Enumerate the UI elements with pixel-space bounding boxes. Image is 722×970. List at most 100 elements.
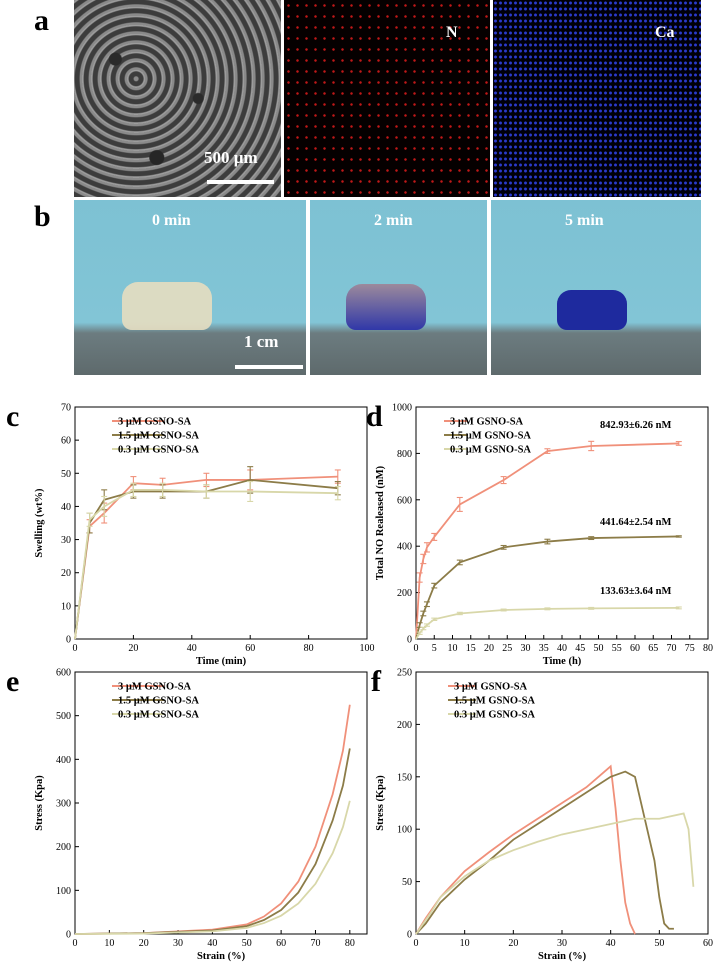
series-line (415, 812, 695, 935)
sem-scale-bar (207, 180, 274, 184)
x-tick-label: 0 (73, 938, 78, 949)
x-tick-label: 0 (414, 938, 419, 949)
x-axis-title: Strain (%) (538, 951, 587, 962)
x-tick-label: 5 (432, 643, 437, 654)
x-axis-title: Time (min) (196, 656, 247, 667)
plot-frame (74, 406, 368, 640)
series-line (74, 488, 338, 640)
y-tick-label: 50 (402, 877, 412, 888)
photo-2min: 2 min (310, 200, 487, 375)
x-tick-label: 40 (606, 938, 616, 949)
y-tick-label: 0 (66, 930, 71, 941)
x-tick-label: 40 (187, 643, 197, 654)
y-tick-label: 600 (397, 495, 412, 506)
x-tick-label: 50 (654, 938, 664, 949)
value-annotation: 441.64±2.54 nM (600, 517, 671, 528)
y-tick-label: 150 (397, 772, 412, 783)
series-line (415, 535, 679, 640)
x-tick-label: 50 (242, 938, 252, 949)
x-tick-label: 20 (128, 643, 138, 654)
series-line (415, 764, 636, 935)
y-axis-title: Total NO Realeased (nM) (375, 465, 386, 580)
y-axis-title: Stress (Kpa) (375, 775, 386, 831)
legend-label: 0.3 µM GSNO-SA (454, 710, 535, 721)
x-tick-label: 30 (173, 938, 183, 949)
chart-swelling: 0 20 40 60 80 100 0 10 20 30 40 50 60 70 Time (min) Swe… (34, 403, 375, 668)
legend-label: 0.3 µM GSNO-SA (450, 445, 531, 456)
legend-label: 1.5 µM GSNO-SA (118, 696, 199, 707)
photo-scale-bar (235, 365, 303, 369)
legend-label: 3 µM GSNO-SA (454, 682, 528, 693)
x-tick-label: 100 (360, 643, 375, 654)
eds-ca-label: Ca (655, 24, 675, 41)
y-tick-label: 500 (56, 711, 71, 722)
x-tick-label: 55 (612, 643, 622, 654)
hydrogel-partial (346, 284, 426, 330)
y-tick-label: 1000 (392, 403, 412, 414)
chart-stress-strain-e: 0 10 20 30 40 50 60 70 80 0 100 200 300 400 500 600 Stra… (34, 668, 368, 962)
x-axis-title: Time (h) (543, 656, 582, 667)
series-line (415, 770, 674, 935)
y-axis-title: Swelling (wt%) (34, 488, 45, 558)
time-label-5min: 5 min (565, 212, 604, 229)
x-tick-label: 80 (345, 938, 355, 949)
x-tick-label: 40 (557, 643, 567, 654)
legend-label: 3 µM GSNO-SA (118, 682, 192, 693)
x-tick-label: 60 (276, 938, 286, 949)
legend-label: 1.5 µM GSNO-SA (450, 431, 531, 442)
panel-letter-c: c (6, 400, 20, 433)
x-tick-label: 60 (630, 643, 640, 654)
y-tick-label: 100 (397, 825, 412, 836)
time-label-2min: 2 min (374, 212, 413, 229)
x-tick-label: 10 (104, 938, 114, 949)
y-tick-label: 250 (397, 668, 412, 679)
legend-label: 3 µM GSNO-SA (118, 417, 192, 428)
x-tick-label: 60 (245, 643, 255, 654)
hydrogel-blue (557, 290, 627, 330)
x-tick-label: 20 (508, 938, 518, 949)
x-axis-title: Strain (%) (197, 951, 246, 962)
value-annotation: 133.63±3.64 nM (600, 586, 671, 597)
sem-scale-label: 500 µm (204, 148, 258, 167)
series-line (74, 475, 338, 640)
x-tick-label: 80 (304, 643, 314, 654)
x-tick-label: 0 (414, 643, 419, 654)
eds-ca-map: Ca (493, 0, 701, 197)
y-tick-label: 200 (56, 842, 71, 853)
series-line (74, 748, 351, 935)
y-tick-label: 300 (56, 799, 71, 810)
y-tick-label: 60 (61, 436, 71, 447)
time-label-0min: 0 min (152, 212, 191, 229)
chart-stress-strain-f: 0 10 20 30 40 50 60 0 50 100 150 200 250 Strain (%) St… (375, 668, 713, 963)
y-tick-label: 100 (56, 886, 71, 897)
y-tick-label: 0 (407, 930, 412, 941)
value-annotation: 842.93±6.26 nM (600, 420, 671, 431)
panel-letter-e: e (6, 665, 20, 698)
panel-letter-d: d (366, 400, 383, 433)
x-tick-label: 0 (73, 643, 78, 654)
y-tick-label: 400 (397, 542, 412, 553)
x-tick-label: 45 (575, 643, 585, 654)
y-tick-label: 800 (397, 449, 412, 460)
y-tick-label: 10 (61, 601, 71, 612)
hydrogel-clear (122, 282, 212, 330)
y-tick-label: 50 (61, 469, 71, 480)
legend-label: 0.3 µM GSNO-SA (118, 445, 199, 456)
panel-letter-f: f (371, 665, 381, 698)
panel-letter-b: b (34, 200, 51, 233)
photo-5min: 5 min (491, 200, 701, 375)
sem-image: 500 µm (74, 0, 281, 197)
x-tick-label: 30 (557, 938, 567, 949)
x-tick-label: 60 (703, 938, 713, 949)
y-tick-label: 200 (397, 588, 412, 599)
x-tick-label: 70 (667, 643, 677, 654)
x-tick-label: 75 (685, 643, 695, 654)
y-tick-label: 600 (56, 668, 71, 679)
x-tick-label: 40 (207, 938, 217, 949)
series-line (415, 442, 679, 640)
series-line (74, 479, 338, 640)
x-tick-label: 10 (448, 643, 458, 654)
y-tick-label: 0 (66, 635, 71, 646)
eds-n-label: N (446, 24, 458, 41)
legend-label: 0.3 µM GSNO-SA (118, 710, 199, 721)
